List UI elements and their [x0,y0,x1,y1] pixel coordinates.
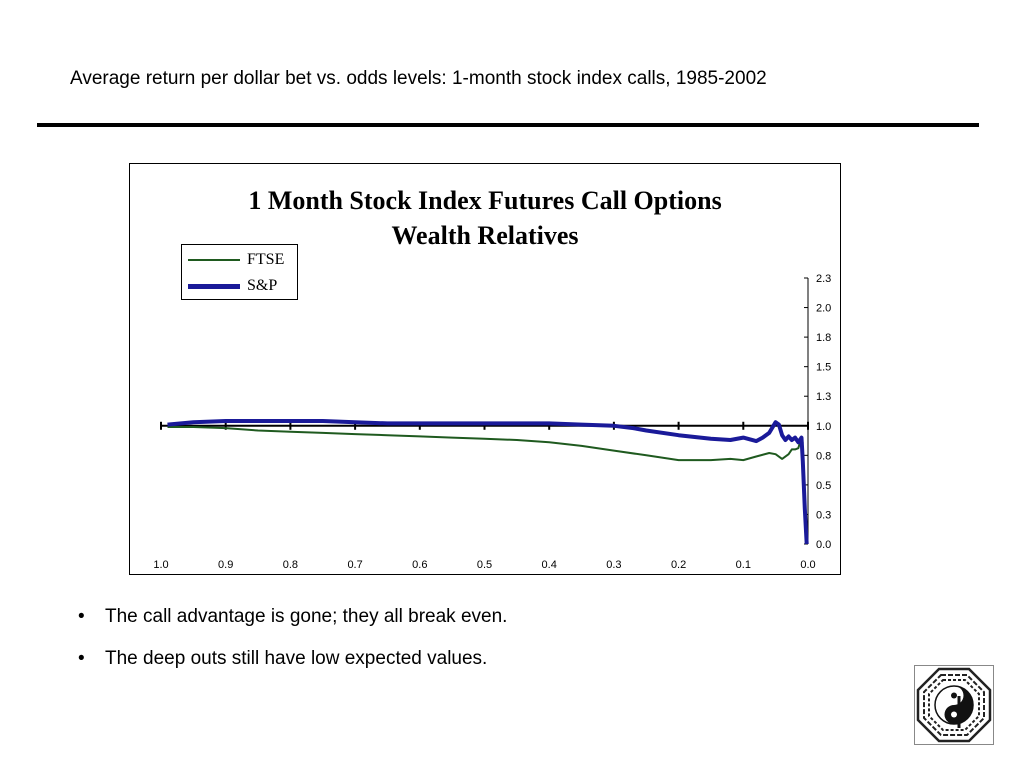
x-tick-label: 0.4 [542,559,557,571]
chart-legend: FTSE S&P [181,244,298,300]
y-tick-label: 1.8 [816,332,831,344]
bagua-logo-icon [914,665,994,745]
y-tick-label: 0.0 [816,539,831,551]
y-tick-label: 1.3 [816,391,831,403]
y-tick-label: 0.5 [816,480,831,492]
x-tick-label: 0.6 [412,559,427,571]
x-tick-label: 0.8 [283,559,298,571]
slide-title: Average return per dollar bet vs. odds l… [70,68,767,89]
series-line-sp [167,419,809,545]
chart-plot: 0.0 0.3 0.5 0.8 1.0 1.3 1.5 1.8 2.0 2.3 1.0 0.9 0.8 0… [153,273,831,571]
x-tick-label: 1.0 [153,559,168,571]
series-line-ftse [167,426,804,462]
y-tick-label: 2.3 [816,273,831,285]
y-tick-label: 1.5 [816,362,831,374]
bullet-list: • The call advantage is gone; they all b… [78,604,507,688]
y-tick-label: 0.3 [816,509,831,521]
bullet-marker: • [78,606,85,627]
bullet-item: • The call advantage is gone; they all b… [78,604,507,646]
x-tick-label: 0.1 [736,559,751,571]
chart-frame: 0.0 0.3 0.5 0.8 1.0 1.3 1.5 1.8 2.0 2.3 1.0 0.9 0.8 0… [129,163,841,575]
legend-entry-ftse: FTSE [188,249,284,271]
x-tick-label: 0.3 [606,559,621,571]
x-tick-label: 0.5 [477,559,492,571]
legend-label-ftse: FTSE [247,251,285,268]
chart-subtitle: Wealth Relatives [391,221,579,250]
x-tick-label: 0.0 [800,559,815,571]
x-tick-label: 0.7 [347,559,362,571]
y-tick-label: 0.8 [816,450,831,462]
y-tick-label: 2.0 [816,303,831,315]
y-tick-label: 1.0 [816,421,831,433]
x-tick-label: 0.2 [671,559,686,571]
legend-swatch-sp [188,283,240,289]
legend-label-sp: S&P [247,277,278,294]
legend-swatch-ftse [188,259,240,261]
bullet-marker: • [78,648,85,669]
legend-entry-sp: S&P [188,275,277,297]
bullet-text: The call advantage is gone; they all bre… [105,606,508,627]
bullet-item: • The deep outs still have low expected … [78,646,507,688]
x-tick-label: 0.9 [218,559,233,571]
chart-title: 1 Month Stock Index Futures Call Options [248,186,722,215]
title-divider [37,123,979,127]
bullet-text: The deep outs still have low expected va… [105,648,488,669]
